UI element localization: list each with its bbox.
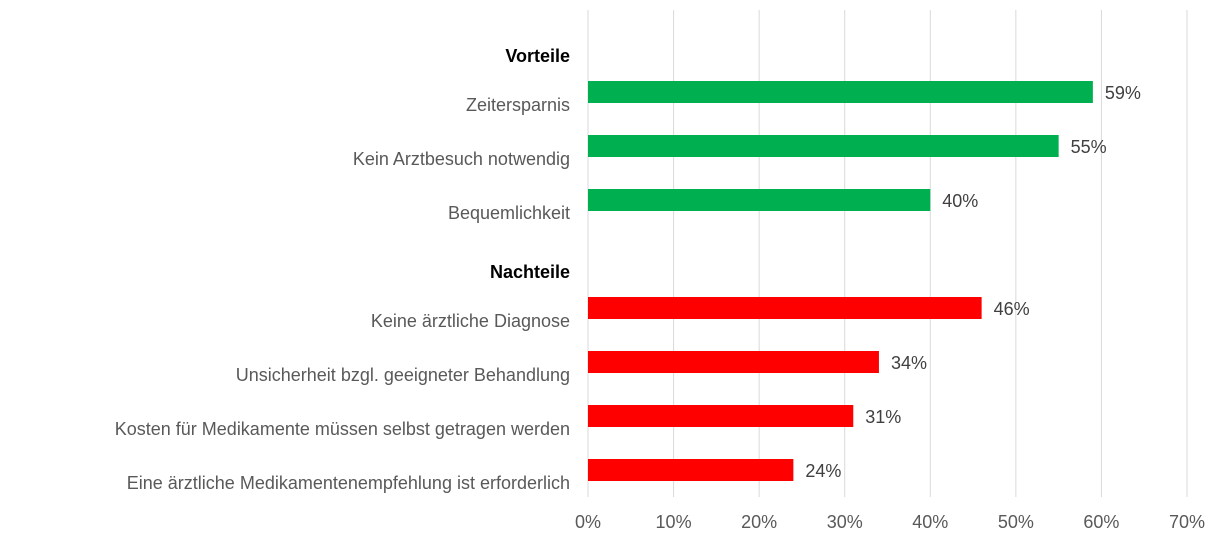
value-label: 55% (1071, 137, 1107, 157)
bar (588, 81, 1093, 103)
value-label: 24% (805, 461, 841, 481)
bar (588, 189, 931, 211)
bar (588, 135, 1059, 157)
x-tick-label: 60% (1083, 512, 1119, 532)
value-label: 46% (994, 299, 1030, 319)
category-label: Kosten für Medikamente müssen selbst get… (115, 419, 570, 439)
value-label: 40% (942, 191, 978, 211)
category-label: Bequemlichkeit (448, 203, 570, 223)
x-tick-label: 70% (1169, 512, 1205, 532)
x-tick-label: 30% (827, 512, 863, 532)
x-tick-label: 50% (998, 512, 1034, 532)
bar (588, 405, 854, 427)
value-label: 59% (1105, 83, 1141, 103)
category-label: Unsicherheit bzgl. geeigneter Behandlung (236, 365, 570, 385)
x-tick-label: 40% (912, 512, 948, 532)
x-tick-label: 0% (575, 512, 601, 532)
category-label: Kein Arztbesuch notwendig (353, 149, 570, 169)
group-header: Nachteile (490, 262, 570, 282)
bar (588, 459, 794, 481)
value-label: 31% (865, 407, 901, 427)
category-label: Keine ärztliche Diagnose (371, 311, 570, 331)
group-header: Vorteile (505, 46, 570, 66)
x-tick-label: 20% (741, 512, 777, 532)
category-label: Zeitersparnis (466, 95, 570, 115)
bar (588, 297, 982, 319)
value-label: 34% (891, 353, 927, 373)
x-tick-label: 10% (656, 512, 692, 532)
category-label: Eine ärztliche Medikamentenempfehlung is… (127, 473, 570, 493)
bar (588, 351, 879, 373)
